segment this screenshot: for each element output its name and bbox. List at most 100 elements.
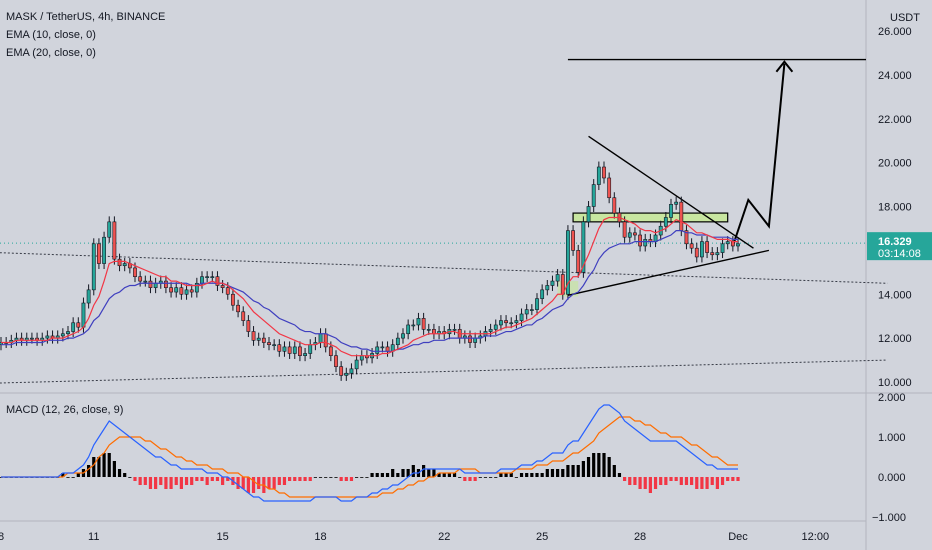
- macd-histogram-bar: [406, 469, 410, 477]
- time-tick-label: 28: [634, 531, 646, 543]
- macd-histogram-bar: [545, 469, 549, 477]
- macd-histogram-bar: [674, 477, 678, 481]
- candle-body: [504, 320, 508, 324]
- candle: [499, 315, 503, 331]
- price-tick-label: 10.000: [878, 377, 912, 389]
- candle-body: [323, 333, 328, 348]
- candle-body: [529, 309, 534, 311]
- ema10-legend: EMA (10, close, 0): [6, 29, 96, 41]
- candle: [303, 347, 307, 362]
- pennant-upper-line: [588, 135, 754, 249]
- macd-histogram-bar: [195, 477, 199, 481]
- candle: [174, 282, 179, 298]
- macd-tick-label: 1.000: [878, 432, 906, 444]
- candle: [674, 196, 679, 210]
- candle: [524, 304, 529, 320]
- candle: [60, 328, 65, 342]
- candle: [354, 354, 359, 375]
- candle: [643, 233, 648, 252]
- macd-histogram-bar: [324, 477, 328, 478]
- macd-histogram-bar: [659, 477, 663, 485]
- candle-body: [596, 166, 601, 185]
- candle: [529, 304, 534, 316]
- candle: [256, 332, 261, 346]
- candle-body: [107, 221, 112, 238]
- candle-body: [112, 221, 117, 260]
- candle-body: [612, 197, 617, 214]
- candle-body: [689, 243, 694, 249]
- macd-histogram-bar: [112, 461, 116, 477]
- macd-histogram-bar: [313, 477, 317, 478]
- candle: [138, 271, 143, 287]
- macd-histogram-bar: [638, 477, 642, 489]
- candle-body: [535, 298, 539, 310]
- time-tick-label: 12:00: [802, 531, 830, 543]
- candle: [576, 244, 581, 278]
- candle: [169, 282, 173, 298]
- candle: [164, 275, 168, 294]
- macd-histogram-bar: [458, 477, 462, 478]
- candle-body: [426, 329, 431, 331]
- candle: [669, 198, 673, 223]
- macd-histogram-bar: [643, 477, 647, 489]
- macd-histogram-bar: [349, 477, 354, 481]
- candle: [684, 225, 689, 250]
- candle: [612, 192, 617, 219]
- candle: [349, 363, 354, 379]
- candle: [426, 323, 431, 335]
- candle-body: [205, 276, 210, 279]
- macd-histogram-bar: [715, 477, 719, 489]
- candle-body: [725, 241, 730, 245]
- candle-body: [674, 201, 679, 205]
- macd-histogram-bar: [664, 477, 668, 485]
- candle-body: [581, 221, 586, 273]
- candle-body: [730, 241, 735, 247]
- macd-histogram-bar: [700, 477, 704, 489]
- candle: [246, 315, 251, 338]
- time-tick-label: 11: [88, 531, 99, 543]
- macd-histogram-bar: [422, 465, 426, 477]
- macd-histogram-bar: [427, 469, 431, 477]
- candle-body: [468, 335, 472, 343]
- macd-histogram-bar: [76, 473, 80, 477]
- candle-body: [277, 344, 282, 352]
- candle-body: [344, 372, 349, 376]
- macd-histogram-bar: [272, 477, 276, 489]
- macd-histogram-bar: [612, 465, 616, 477]
- macd-histogram-bar: [648, 477, 652, 493]
- candle: [607, 172, 612, 204]
- macd-histogram-bar: [504, 473, 508, 477]
- time-tick-label: 15: [216, 531, 228, 543]
- macd-histogram-bar: [586, 457, 591, 477]
- candle: [406, 319, 411, 340]
- macd-histogram-bar: [298, 477, 302, 481]
- macd-histogram-bar: [525, 473, 529, 477]
- candle: [148, 275, 153, 294]
- macd-histogram-bar: [344, 477, 348, 481]
- consolidation-zone: [572, 212, 729, 223]
- candle: [535, 293, 539, 316]
- macd-histogram-bar: [190, 477, 194, 485]
- candle: [380, 341, 385, 353]
- countdown-label: 03:14:08: [878, 248, 921, 260]
- candle-body: [354, 359, 359, 370]
- candle-body: [45, 335, 50, 339]
- macd-histogram-bar: [478, 477, 482, 478]
- macd-histogram-bar: [519, 473, 524, 477]
- time-tick-label: 25: [536, 531, 548, 543]
- candle: [122, 258, 127, 272]
- candle: [292, 341, 297, 359]
- macd-histogram-bar: [92, 457, 96, 477]
- candle-body: [334, 355, 338, 367]
- macd-histogram-bar: [360, 477, 364, 478]
- candle-body: [488, 329, 493, 332]
- candle-body: [633, 232, 637, 236]
- candle-body: [684, 230, 689, 245]
- candle-body: [720, 243, 725, 253]
- candle-body: [215, 276, 220, 286]
- candle-body: [241, 311, 246, 321]
- last-price-badge: [867, 232, 932, 261]
- macd-histogram-bar: [303, 477, 307, 481]
- candle: [231, 288, 235, 311]
